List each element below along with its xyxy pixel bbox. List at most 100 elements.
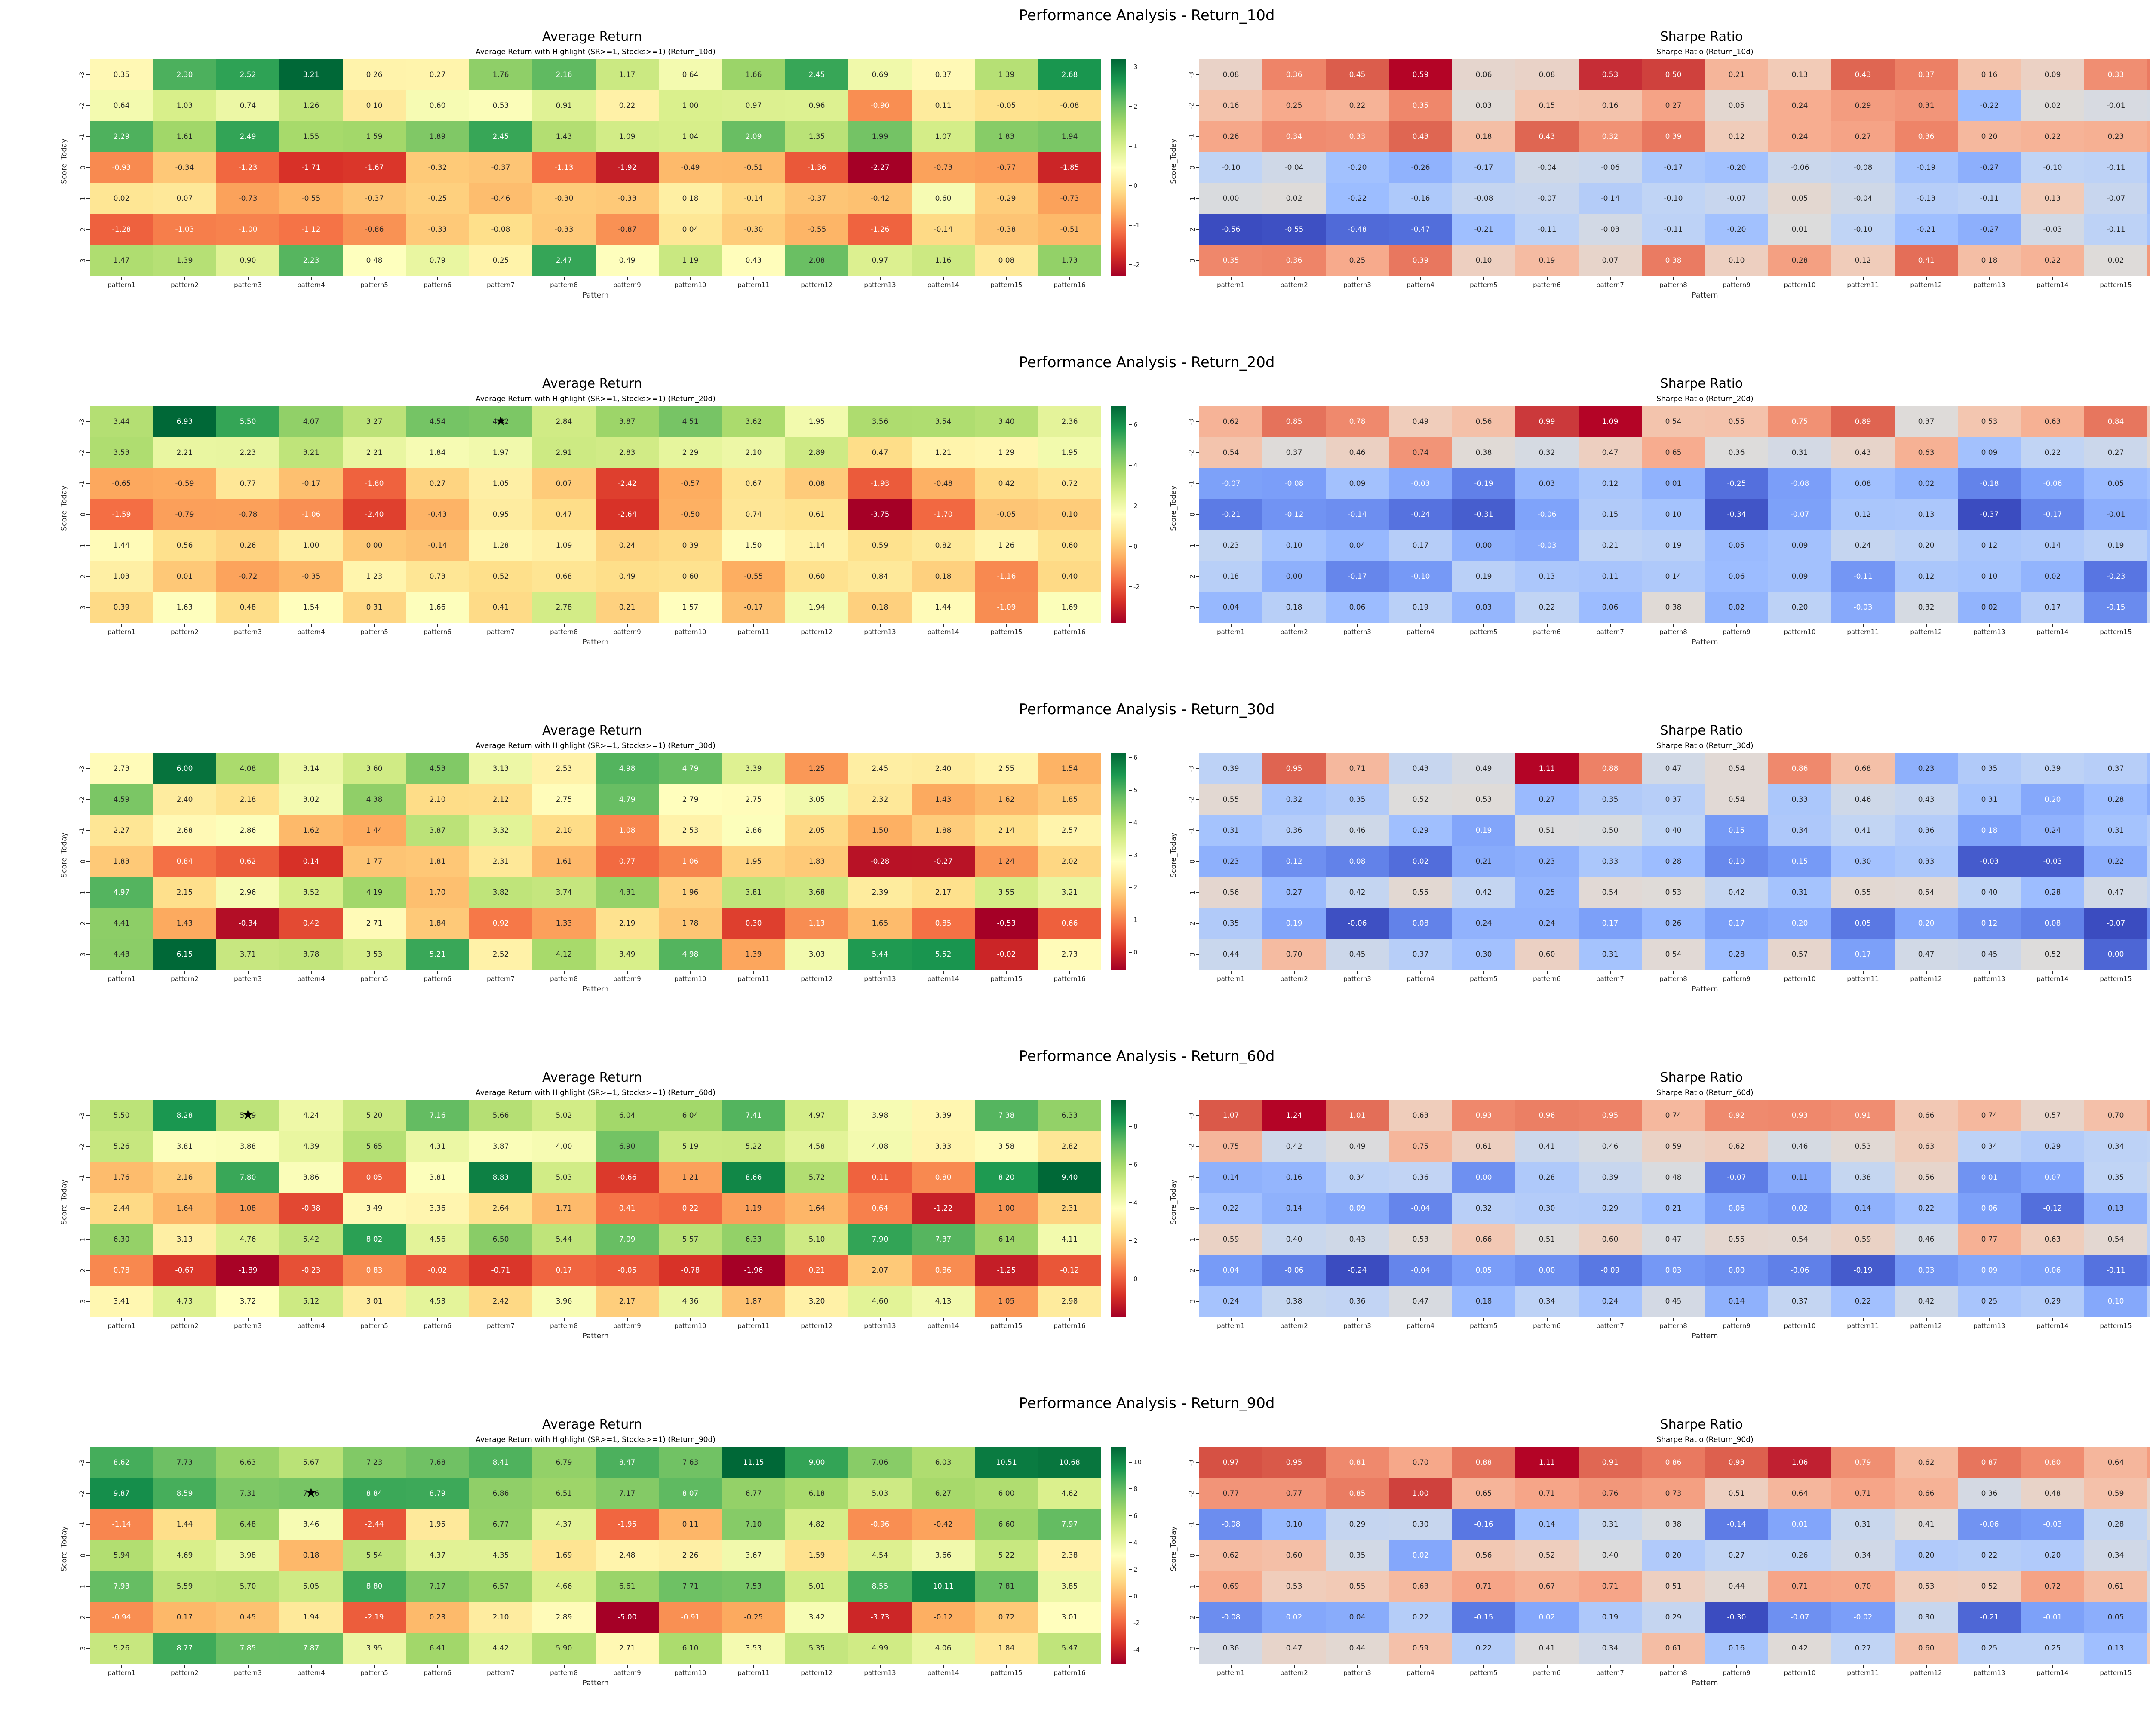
heatmap-cell: 0.79: [1831, 1447, 1895, 1478]
x-tick: pattern14: [2021, 1318, 2084, 1330]
heatmap-cell: 0.18: [1199, 561, 1262, 592]
heatmap-cell: 6.04: [659, 1100, 722, 1131]
heatmap-cell: 1.97: [469, 437, 532, 468]
x-tick-mark: [2052, 971, 2053, 974]
heatmap-cell: 3.44: [90, 406, 153, 437]
heatmap-cell: 0.46: [1831, 784, 1895, 815]
heatmap-cell: 0.49: [596, 561, 659, 592]
heatmap-cell: 6.04: [596, 1100, 659, 1131]
heatmap-cell: 4.79: [596, 784, 659, 815]
x-tick: pattern4: [280, 1318, 343, 1330]
heatmap-cell: 0.77: [1262, 1478, 1326, 1509]
y-tick-labels: -3 -2 -1 0 1 2 3: [1180, 1447, 1199, 1664]
heatmap-cell: 0.71: [1768, 1571, 1831, 1602]
heatmap-cell: 0.33: [1895, 846, 1958, 877]
y-tick-label: 3: [79, 258, 87, 263]
heatmap-cell: -0.11: [2084, 214, 2147, 245]
heatmap-cell: 0.04: [1199, 592, 1262, 623]
heatmap-cell: 7.68: [406, 1447, 469, 1478]
panel-average-return: Average Return Score_Today -3 -2 -1 0 1 2 3 Avera…: [58, 1068, 1138, 1343]
x-tick-label: pattern9: [613, 975, 641, 983]
x-tick-mark: [690, 1318, 691, 1321]
section-title: Performance Analysis - Return_30d: [1019, 701, 1275, 718]
heatmap-cell: 0.77: [1958, 1224, 2021, 1255]
heatmap-cell: 0.20: [1768, 908, 1831, 939]
y-tick-mark: [86, 607, 90, 608]
heatmap-cell: 0.95: [1262, 1447, 1326, 1478]
colorbar-tick: 2: [1129, 1237, 1138, 1245]
x-tick: pattern7: [469, 624, 532, 636]
heatmap-cell: 2.73: [1038, 939, 1101, 970]
heatmap-cell: 4.69: [153, 1540, 216, 1571]
heatmap-cell: 0.39: [2147, 1509, 2150, 1540]
heatmap-cell: 0.66: [1038, 908, 1101, 939]
heatmap-cell: -0.03: [1958, 846, 2021, 877]
y-tick-mark: [86, 799, 90, 800]
y-tick-labels: -3 -2 -1 0 1 2 3: [71, 59, 90, 276]
heatmap-cell: 0.33: [1768, 784, 1831, 815]
heatmap-cell: 0.05: [1768, 183, 1831, 214]
x-tick: pattern5: [343, 1665, 406, 1677]
heatmap-cell: 0.63: [2021, 1224, 2084, 1255]
x-tick: pattern11: [722, 1318, 785, 1330]
heatmap-cell: 1.54: [1038, 753, 1101, 784]
y-tick-label: 0: [79, 166, 87, 170]
y-tick-mark: [86, 483, 90, 484]
y-tick-mark: [1196, 923, 1199, 924]
heatmap-cell: 0.34: [1515, 1286, 1579, 1317]
y-tick-mark: [1196, 607, 1199, 608]
heatmap-cell: 0.05: [2084, 468, 2147, 499]
x-tick-label: pattern15: [2100, 281, 2132, 289]
heatmap-cell: 3.20: [785, 1286, 848, 1317]
x-tick-mark: [1862, 624, 1864, 627]
heatmap-cell: 7.17: [406, 1571, 469, 1602]
x-tick: pattern14: [912, 1318, 975, 1330]
plot-row: Score_Today -3 -2 -1 0 1 2 3 Average Return with…: [58, 740, 1138, 996]
heatmap-cell: 0.43: [1831, 437, 1895, 468]
x-tick-mark: [1069, 624, 1070, 627]
heatmap-cell: 4.31: [406, 1131, 469, 1162]
heatmap-cell: -5.00: [596, 1602, 659, 1633]
section-title: Performance Analysis - Return_20d: [1019, 354, 1275, 371]
y-tick: 2: [1180, 214, 1199, 245]
x-tick: pattern12: [785, 1665, 848, 1677]
heatmap-cell: 0.03: [1642, 1255, 1705, 1286]
heatmap-cell: 4.62: [1038, 1478, 1101, 1509]
y-tick-mark: [86, 1301, 90, 1302]
x-tick-mark: [1546, 1665, 1548, 1668]
heatmap-cell: 0.30: [2147, 245, 2150, 276]
x-tick-label: pattern2: [1280, 1669, 1308, 1677]
x-tick-mark: [690, 277, 691, 280]
y-tick-mark: [86, 198, 90, 199]
x-tick-label: pattern14: [2036, 281, 2069, 289]
y-tick-label: -1: [78, 1521, 86, 1528]
x-tick-label: pattern13: [1973, 1669, 2006, 1677]
colorbar-tick-mark: [1129, 1126, 1132, 1127]
heatmap-cell: 0.36: [2147, 815, 2150, 846]
heatmap-cell: 3.82: [469, 877, 532, 908]
heatmap-cell: -0.03: [2021, 1509, 2084, 1540]
heatmap-cell: 0.22: [2021, 121, 2084, 152]
heatmap-cell: 6.03: [912, 1447, 975, 1478]
heatmap-cell: 0.20: [2021, 784, 2084, 815]
heatmap-cell: 0.24: [1199, 1286, 1262, 1317]
x-tick-label: pattern10: [674, 1322, 706, 1330]
heatmap-cell: 0.70: [1389, 1447, 1452, 1478]
x-tick-mark: [563, 1318, 565, 1321]
heatmap-cell: 0.29: [2021, 1131, 2084, 1162]
x-tick-mark: [627, 1318, 628, 1321]
heatmap-cell: -0.11: [1515, 214, 1579, 245]
heatmap-cell: 0.59: [848, 530, 912, 561]
heatmap-cell: 0.56: [1199, 877, 1262, 908]
heatmap-cell: -0.55: [722, 561, 785, 592]
heatmap-cell: 0.47: [1389, 1286, 1452, 1317]
x-tick-label: pattern11: [1847, 281, 1879, 289]
x-tick: pattern11: [1831, 1318, 1895, 1330]
x-tick-label: pattern13: [864, 975, 896, 983]
x-tick: pattern9: [596, 1318, 659, 1330]
heatmap-cell: 1.94: [785, 592, 848, 623]
y-tick-mark: [1196, 892, 1199, 893]
x-tick: pattern14: [912, 971, 975, 983]
heatmap-cell: 2.08: [785, 245, 848, 276]
